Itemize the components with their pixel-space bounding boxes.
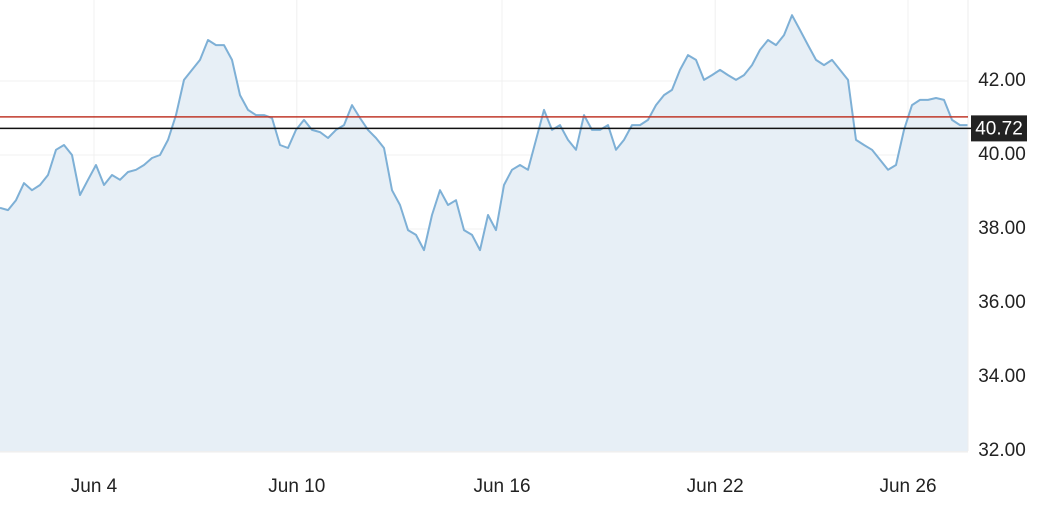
y-tick-label: 38.00: [978, 218, 1026, 239]
x-tick-label: Jun 16: [473, 476, 530, 497]
y-tick-label: 40.00: [978, 144, 1026, 165]
last-price-label: 40.72: [975, 118, 1023, 139]
x-tick-label: Jun 10: [268, 476, 325, 497]
x-tick-label: Jun 4: [71, 476, 118, 497]
x-tick-label: Jun 26: [879, 476, 936, 497]
y-tick-label: 42.00: [978, 70, 1026, 91]
x-tick-label: Jun 22: [687, 476, 744, 497]
last-price-box: [971, 115, 1027, 142]
y-tick-label: 32.00: [978, 440, 1026, 461]
y-tick-label: 34.00: [978, 366, 1026, 387]
y-tick-label: 36.00: [978, 292, 1026, 313]
price-line: [0, 14, 968, 252]
